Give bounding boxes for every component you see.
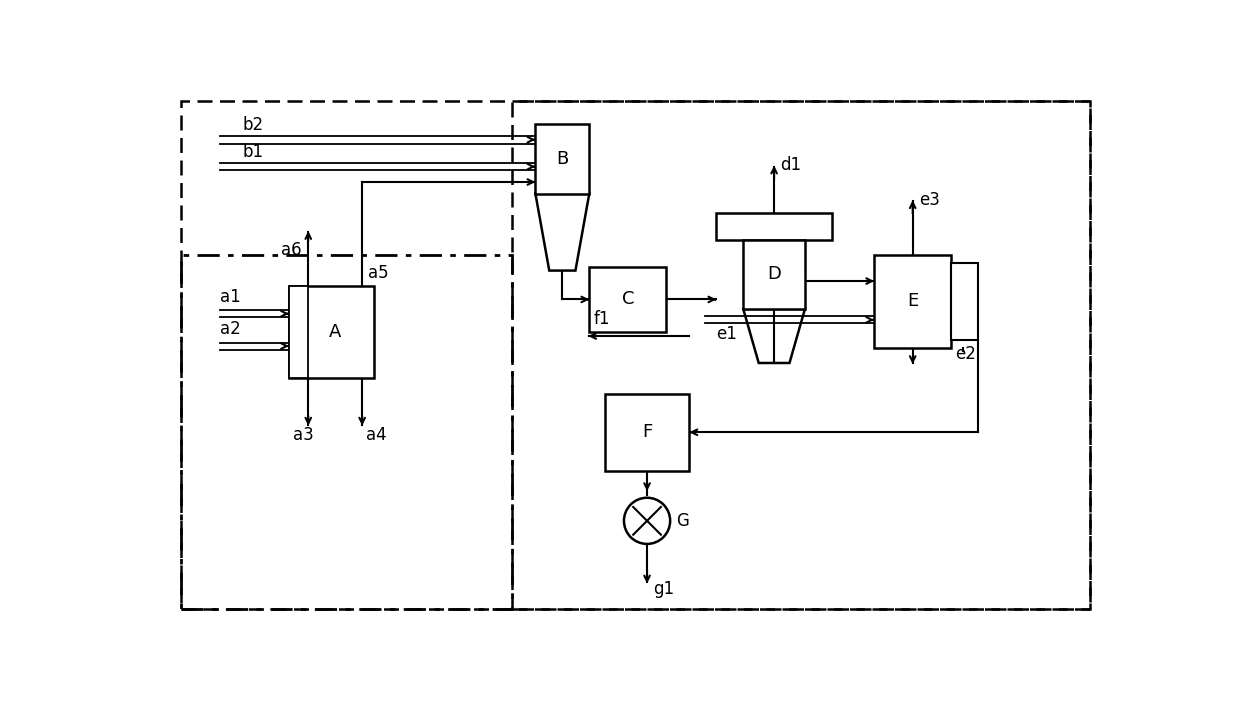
- Text: a4: a4: [366, 426, 387, 444]
- Text: e3: e3: [919, 191, 940, 209]
- FancyBboxPatch shape: [289, 286, 309, 378]
- Text: B: B: [557, 150, 568, 168]
- Text: e1: e1: [717, 325, 738, 343]
- Text: a5: a5: [368, 264, 389, 282]
- Text: a3: a3: [293, 426, 314, 444]
- Text: b1: b1: [243, 143, 264, 161]
- Text: a2: a2: [219, 321, 241, 338]
- Text: a1: a1: [219, 288, 241, 306]
- Text: E: E: [908, 292, 919, 310]
- Polygon shape: [536, 194, 589, 270]
- FancyBboxPatch shape: [951, 263, 978, 340]
- Text: b2: b2: [243, 117, 264, 135]
- Text: D: D: [768, 265, 781, 284]
- Text: e2: e2: [955, 345, 976, 363]
- Text: G: G: [676, 512, 689, 530]
- Text: a6: a6: [281, 241, 301, 259]
- Text: d1: d1: [780, 157, 801, 175]
- Text: f1: f1: [593, 310, 610, 329]
- FancyBboxPatch shape: [717, 213, 832, 240]
- FancyBboxPatch shape: [589, 267, 666, 332]
- FancyBboxPatch shape: [874, 256, 951, 347]
- Text: C: C: [621, 291, 634, 308]
- FancyBboxPatch shape: [743, 240, 805, 309]
- Text: F: F: [642, 423, 652, 442]
- FancyBboxPatch shape: [289, 286, 373, 378]
- Text: A: A: [329, 323, 341, 341]
- Text: g1: g1: [653, 580, 675, 598]
- Circle shape: [624, 498, 670, 544]
- FancyBboxPatch shape: [605, 394, 689, 471]
- Polygon shape: [743, 309, 805, 363]
- FancyBboxPatch shape: [536, 124, 589, 194]
